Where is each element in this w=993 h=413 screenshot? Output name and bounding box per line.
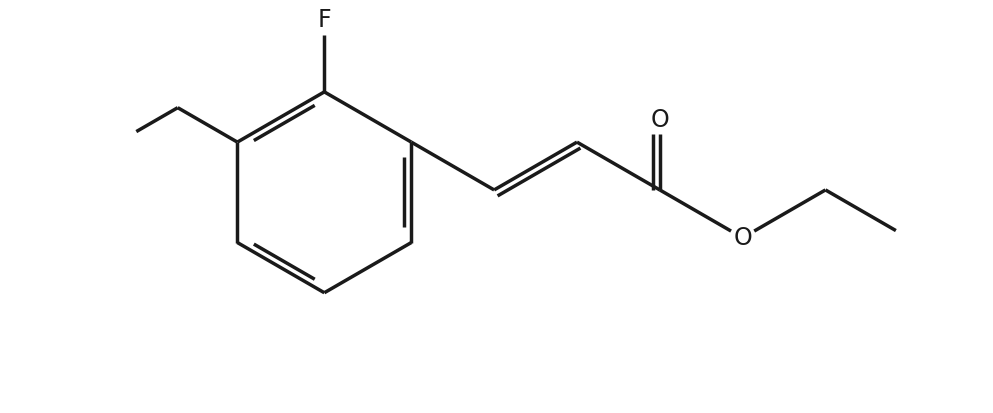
Text: O: O xyxy=(650,107,669,132)
Text: F: F xyxy=(318,7,331,32)
Text: O: O xyxy=(733,226,752,250)
